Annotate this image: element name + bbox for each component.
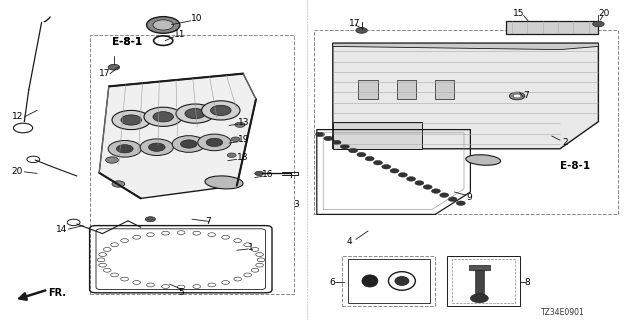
Text: 16: 16 [262,170,274,179]
Text: 17: 17 [99,69,111,78]
Bar [314,30,618,214]
Bar [348,259,430,303]
Text: 17: 17 [349,19,360,28]
Circle shape [513,94,521,98]
Circle shape [448,197,457,201]
Circle shape [390,169,399,173]
Polygon shape [333,43,598,50]
Circle shape [415,181,424,185]
Circle shape [231,137,240,141]
Text: 20: 20 [12,167,23,176]
Circle shape [357,152,366,157]
Text: 19: 19 [238,135,250,144]
Circle shape [145,217,156,222]
Ellipse shape [362,275,378,287]
Circle shape [176,104,214,123]
Circle shape [211,105,231,116]
Circle shape [108,64,120,70]
Circle shape [202,101,240,120]
Circle shape [153,112,173,122]
Circle shape [206,138,223,147]
Circle shape [374,161,383,165]
Text: 14: 14 [56,225,68,234]
Text: 2: 2 [562,138,568,147]
Text: 5: 5 [178,288,184,297]
Circle shape [356,28,367,33]
Text: 1: 1 [248,243,254,252]
Circle shape [324,136,333,141]
Bar [397,80,416,99]
Circle shape [365,156,374,161]
Circle shape [456,201,465,205]
Polygon shape [333,122,422,149]
Text: E-8-1: E-8-1 [560,161,590,172]
Circle shape [340,144,349,149]
Circle shape [255,171,264,176]
Circle shape [349,148,358,153]
Circle shape [470,294,488,303]
Circle shape [112,110,150,130]
Circle shape [316,132,324,137]
Circle shape [121,115,141,125]
Text: E-8-1: E-8-1 [112,37,142,47]
Text: 15: 15 [513,9,525,18]
Bar [447,256,520,306]
Circle shape [148,143,165,151]
Text: 13: 13 [238,118,250,127]
Bar [469,265,490,270]
Circle shape [406,177,415,181]
Text: 3: 3 [293,200,299,209]
Text: FR.: FR. [48,288,66,298]
Text: 7: 7 [205,217,211,226]
Circle shape [108,140,141,157]
Polygon shape [333,43,598,149]
Text: 11: 11 [174,30,186,39]
Text: 4: 4 [347,237,353,246]
Text: 20: 20 [598,9,610,18]
Circle shape [398,172,407,177]
Circle shape [147,17,180,33]
Text: 12: 12 [12,112,23,121]
Circle shape [382,164,391,169]
Text: 18: 18 [237,153,248,162]
Circle shape [153,20,173,30]
Text: 8: 8 [525,278,531,287]
Text: 6: 6 [329,278,335,287]
Circle shape [106,157,118,163]
Bar [435,80,454,99]
Circle shape [172,136,205,152]
Circle shape [423,185,432,189]
Circle shape [144,107,182,126]
Text: 7: 7 [524,91,529,100]
Polygon shape [506,21,598,34]
Bar [342,256,435,306]
Circle shape [509,92,525,100]
Circle shape [235,122,245,127]
Text: 10: 10 [191,14,202,23]
Bar [452,259,515,303]
Circle shape [112,181,125,187]
Circle shape [431,189,440,193]
Text: E-8-1: E-8-1 [112,37,142,47]
Ellipse shape [205,176,243,189]
Circle shape [332,140,341,145]
Circle shape [593,21,604,27]
Polygon shape [99,74,256,198]
Ellipse shape [395,276,409,285]
Circle shape [227,153,236,157]
Circle shape [140,139,173,156]
Text: TZ34E0901: TZ34E0901 [541,308,584,317]
Text: 9: 9 [466,193,472,202]
Bar [90,35,294,294]
Circle shape [198,134,231,151]
Circle shape [185,108,205,119]
Circle shape [116,145,133,153]
Bar [358,80,378,99]
Ellipse shape [466,155,500,165]
Circle shape [180,140,197,148]
Circle shape [440,193,449,197]
Bar [475,270,484,295]
